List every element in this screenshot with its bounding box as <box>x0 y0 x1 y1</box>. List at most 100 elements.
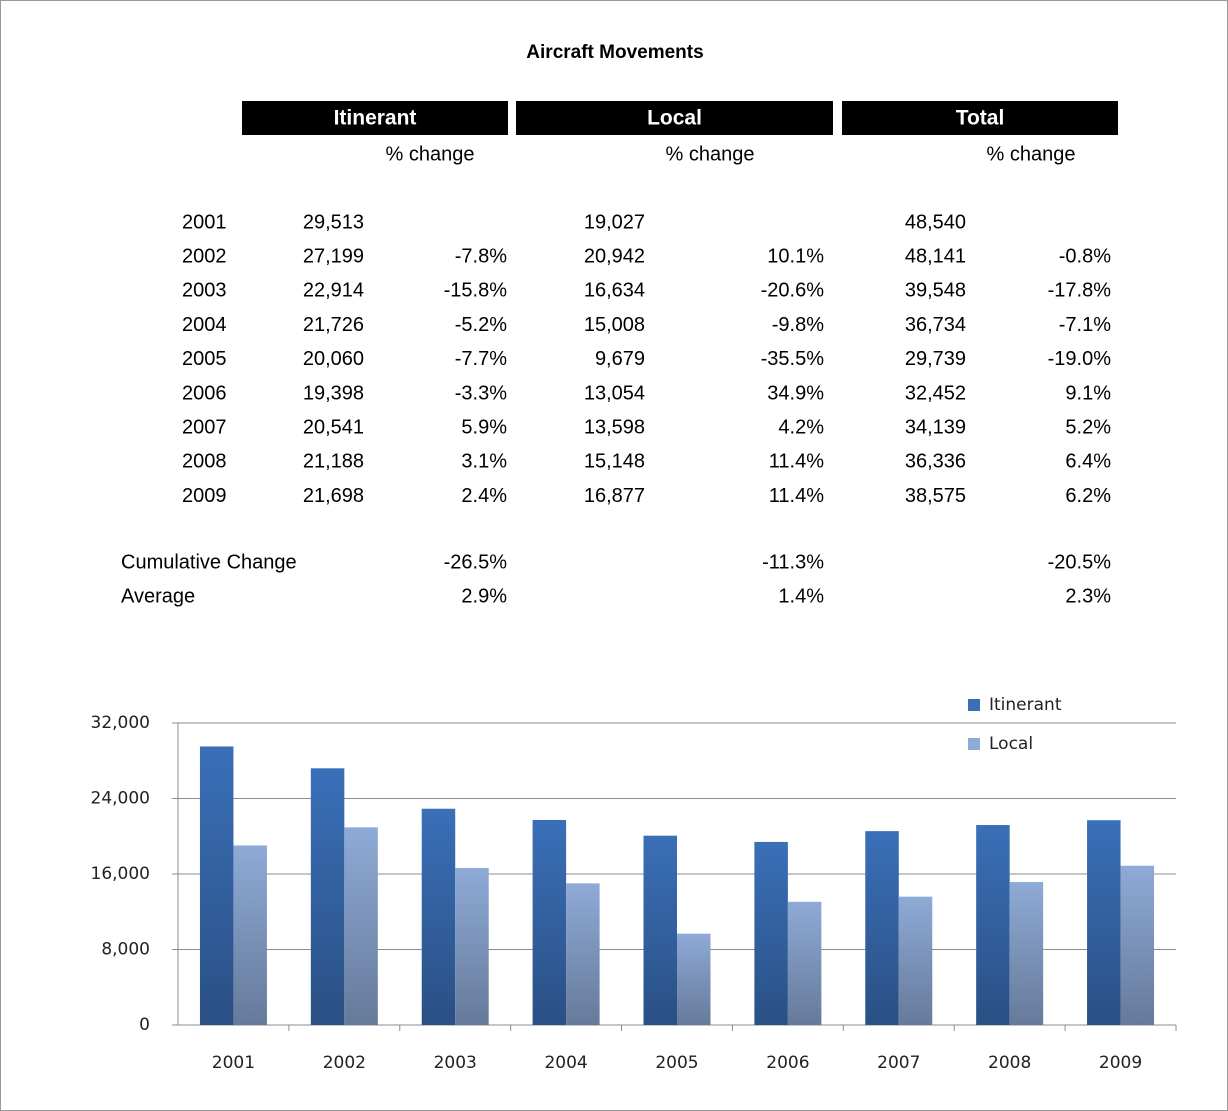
value-cell: -35.5% <box>761 348 825 370</box>
bar <box>310 768 345 1025</box>
value-cell: 19,398 <box>303 382 364 404</box>
column-header: Itinerant <box>334 107 417 130</box>
x-tick-label: 2003 <box>434 1053 477 1073</box>
value-cell: 4.2% <box>778 416 824 438</box>
value-cell: 34.9% <box>767 382 824 404</box>
value-cell: -3.3% <box>455 382 507 404</box>
value-cell: 6.2% <box>1065 485 1111 507</box>
value-cell: 6.4% <box>1065 451 1111 473</box>
value-cell: 5.9% <box>461 416 507 438</box>
value-cell: -19.0% <box>1048 348 1112 370</box>
value-cell: 20,541 <box>303 416 364 438</box>
legend-swatch <box>968 738 980 750</box>
value-cell: 11.4% <box>769 485 824 507</box>
year-cell: 2001 <box>182 211 227 233</box>
bar <box>898 896 933 1025</box>
y-tick-label: 8,000 <box>101 940 150 960</box>
x-tick-label: 2006 <box>766 1053 809 1073</box>
y-tick-label: 16,000 <box>91 864 150 884</box>
title: Aircraft Movements <box>526 42 703 63</box>
column-header-bar <box>242 101 508 135</box>
value-cell: 11.4% <box>769 451 824 473</box>
value-cell: 32,452 <box>905 382 966 404</box>
value-cell: -7.7% <box>455 348 507 370</box>
bar <box>976 825 1010 1025</box>
value-cell: -7.8% <box>455 245 507 267</box>
year-cell: 2008 <box>182 451 227 473</box>
column-header: Total <box>956 107 1005 130</box>
column-header: Local <box>647 107 702 130</box>
pct-header: % change <box>987 143 1076 165</box>
x-tick-label: 2007 <box>877 1053 920 1073</box>
summary-cell: -26.5% <box>444 551 508 573</box>
summary-cell: 1.4% <box>778 585 824 607</box>
summary-label: Cumulative Change <box>121 551 297 573</box>
value-cell: 15,148 <box>584 451 645 473</box>
year-cell: 2004 <box>182 314 227 336</box>
value-cell: -9.8% <box>772 314 824 336</box>
year-cell: 2006 <box>182 382 227 404</box>
year-cell: 2005 <box>182 348 227 370</box>
value-cell: 21,188 <box>303 451 364 473</box>
value-cell: 29,739 <box>905 348 966 370</box>
bar <box>1009 882 1044 1025</box>
bar <box>1120 865 1155 1025</box>
y-tick-label: 0 <box>139 1015 150 1035</box>
value-cell: 20,942 <box>584 245 645 267</box>
value-cell: 38,575 <box>905 485 966 507</box>
value-cell: 20,060 <box>303 348 364 370</box>
bar <box>532 819 567 1025</box>
pct-header: % change <box>386 143 475 165</box>
value-cell: 13,054 <box>584 382 645 404</box>
bar <box>421 808 456 1025</box>
value-cell: 36,336 <box>905 451 966 473</box>
pct-header: % change <box>666 143 755 165</box>
bar <box>754 841 788 1025</box>
value-cell: 16,634 <box>584 280 645 302</box>
value-cell: 13,598 <box>584 416 645 438</box>
y-tick-label: 24,000 <box>91 789 150 809</box>
value-cell: 10.1% <box>767 245 824 267</box>
year-cell: 2009 <box>182 485 227 507</box>
value-cell: 21,726 <box>303 314 364 336</box>
value-cell: 27,199 <box>303 245 364 267</box>
year-cell: 2002 <box>182 245 227 267</box>
value-cell: 9,679 <box>595 348 645 370</box>
column-header-bar <box>516 101 833 135</box>
value-cell: 5.2% <box>1065 416 1111 438</box>
value-cell: 21,698 <box>303 485 364 507</box>
value-cell: 29,513 <box>303 211 364 233</box>
x-tick-label: 2001 <box>212 1053 255 1073</box>
x-tick-label: 2009 <box>1099 1053 1142 1073</box>
legend-swatch <box>968 699 980 711</box>
value-cell: 48,540 <box>905 211 966 233</box>
year-cell: 2007 <box>182 416 227 438</box>
value-cell: 15,008 <box>584 314 645 336</box>
bar <box>344 827 378 1025</box>
value-cell: 19,027 <box>584 211 645 233</box>
legend-label: Local <box>989 734 1033 754</box>
summary-cell: -11.3% <box>762 551 824 573</box>
value-cell: 3.1% <box>461 451 507 473</box>
x-tick-label: 2002 <box>323 1053 366 1073</box>
bar <box>1087 820 1121 1025</box>
summary-cell: 2.9% <box>461 585 507 607</box>
legend-label: Itinerant <box>989 695 1062 715</box>
y-tick-label: 32,000 <box>91 713 150 733</box>
value-cell: 39,548 <box>905 280 966 302</box>
summary-cell: -20.5% <box>1048 551 1112 573</box>
summary-cell: 2.3% <box>1065 585 1111 607</box>
value-cell: 34,139 <box>905 416 966 438</box>
column-header-bar <box>842 101 1118 135</box>
x-tick-label: 2008 <box>988 1053 1031 1073</box>
value-cell: -5.2% <box>455 314 507 336</box>
value-cell: -20.6% <box>761 280 825 302</box>
bar <box>643 835 677 1025</box>
value-cell: -7.1% <box>1059 314 1111 336</box>
value-cell: -15.8% <box>444 280 508 302</box>
x-tick-label: 2005 <box>655 1053 698 1073</box>
bar <box>233 845 267 1025</box>
bar <box>677 933 711 1025</box>
